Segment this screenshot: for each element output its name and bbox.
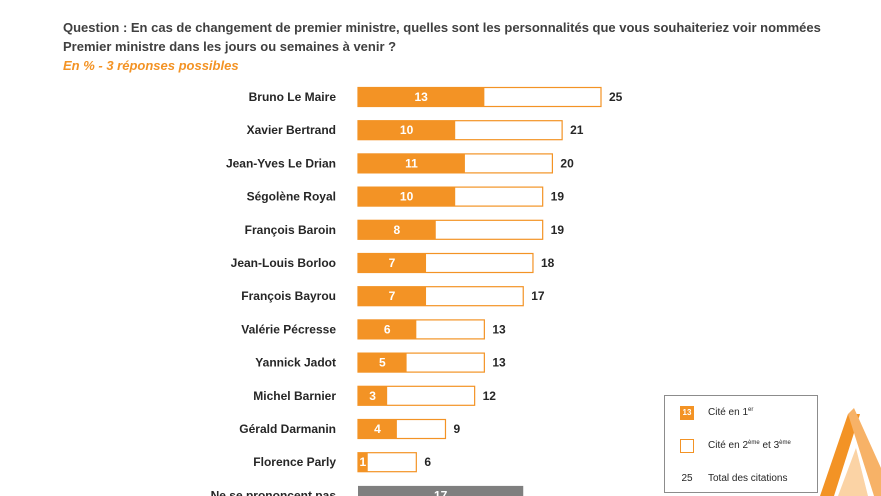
bar-first-value-label: 1 [360,455,367,469]
bar-first [358,220,436,240]
bar-total-value-label: 9 [453,422,460,436]
legend-item-total: 25 Total des citations [665,472,817,488]
category-label: Florence Parly [253,455,336,469]
legend-swatch-first: 13 [680,406,694,420]
legend-item-other: Cité en 2ème et 3ème [665,439,817,455]
bar-first [358,419,397,439]
bar-total-value-label: 17 [531,289,545,303]
legend-label-total: Total des citations [708,473,788,484]
bar-total-value-label: 6 [424,455,431,469]
category-label: Yannick Jadot [255,356,336,370]
bar-first-value-label: 6 [384,322,391,336]
category-label: Valérie Pécresse [241,322,336,336]
bar-total [358,485,524,496]
bar-first [358,187,456,207]
bar-first-value-label: 7 [389,289,396,303]
bar-first [358,120,456,140]
legend-swatch-other [680,439,694,453]
bar-total-value-label: 20 [560,156,574,170]
bar-total-value-label: 12 [483,389,497,403]
bar-total-value-label: 13 [492,322,506,336]
bar-first [358,253,427,273]
legend-label-first: Cité en 1er [708,407,754,418]
category-label: Michel Barnier [253,389,336,403]
bar-first-value-label: 7 [389,256,396,270]
bar-first-value-label: 5 [379,356,386,370]
category-label: Ségolène Royal [247,190,336,204]
bar-total-value-label: 21 [570,123,584,137]
bar-first-value-label: 4 [374,422,381,436]
bar-first-value-label: 8 [394,223,401,237]
chart-legend: 13 Cité en 1er Cité en 2ème et 3ème 25 T… [664,395,818,493]
category-label: François Bayrou [241,289,336,303]
brand-logo-icon [820,408,881,496]
category-label: Ne se prononcent pas [211,488,337,496]
bar-first-value-label: 10 [400,123,414,137]
category-label: Gérald Darmanin [239,422,336,436]
bar-value-label: 17 [434,488,448,496]
bar-total-value-label: 18 [541,256,555,270]
bar-first [358,153,465,173]
bar-first [358,452,368,472]
legend-total-sample: 25 [681,473,693,484]
category-label: François Baroin [245,223,336,237]
legend-item-first: 13 Cité en 1er [665,406,817,422]
category-label: Xavier Bertrand [247,123,336,137]
category-label: Bruno Le Maire [249,90,337,104]
bar-first-value-label: 11 [405,156,418,170]
bar-first [358,319,417,339]
bar-first [358,353,407,373]
bar-first-value-label: 3 [369,389,376,403]
question-text: Question : En cas de changement de premi… [63,20,821,54]
bar-first [358,386,388,406]
bar-total-value-label: 19 [551,223,565,237]
bar-total-value-label: 19 [551,190,565,204]
bar-first-value-label: 10 [400,190,414,204]
category-label: Jean-Louis Borloo [231,256,336,270]
bar-total-value-label: 13 [492,356,506,370]
chart-subtitle: En % - 3 réponses possibles [63,58,239,73]
category-label: Jean-Yves Le Drian [226,156,336,170]
bar-first-value-label: 13 [415,90,429,104]
legend-label-other: Cité en 2ème et 3ème [708,440,791,451]
bar-first [358,87,485,107]
bar-first [358,286,427,306]
bar-total-value-label: 25 [609,90,623,104]
